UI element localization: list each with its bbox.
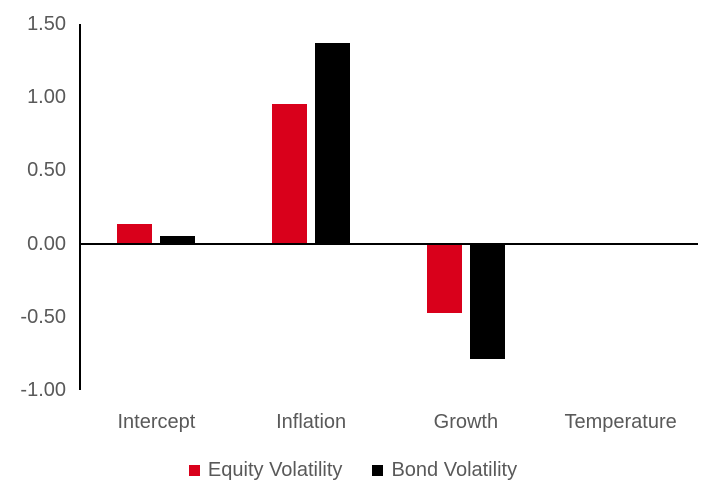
bar-equity-volatility-growth	[426, 244, 462, 314]
y-axis-line	[79, 24, 81, 390]
x-axis-label-temperature: Temperature	[564, 411, 677, 433]
legend-item-bond-volatility: Bond Volatility	[372, 458, 517, 482]
legend-item-equity-volatility: Equity Volatility	[188, 458, 343, 482]
legend-label: Bond Volatility	[391, 459, 518, 481]
y-axis-tick-label: -1.00	[20, 378, 66, 401]
bar-equity-volatility-inflation	[272, 104, 308, 244]
legend-label: Equity Volatility	[207, 459, 343, 481]
bar-bond-volatility-growth	[469, 244, 505, 359]
y-axis-tick-label: 1.00	[27, 86, 66, 109]
bar-equity-volatility-intercept	[117, 224, 153, 244]
bar-bond-volatility-intercept	[160, 236, 196, 244]
legend-swatch-bond-volatility	[372, 464, 384, 476]
bar-bond-volatility-inflation	[315, 42, 351, 244]
legend-swatch-equity-volatility	[188, 464, 200, 476]
y-axis-tick-label: -0.50	[20, 305, 66, 328]
x-axis-label-intercept: Intercept	[117, 411, 196, 433]
x-axis-line	[79, 242, 698, 245]
y-axis-tick-label: 1.50	[27, 12, 66, 35]
chart-legend: Equity Volatility Bond Volatility	[0, 458, 706, 482]
y-axis-tick-label: 0.50	[27, 159, 66, 182]
x-axis-label-growth: Growth	[433, 411, 499, 433]
y-axis-tick-label: 0.00	[27, 232, 66, 255]
x-axis-label-inflation: Inflation	[276, 411, 347, 433]
